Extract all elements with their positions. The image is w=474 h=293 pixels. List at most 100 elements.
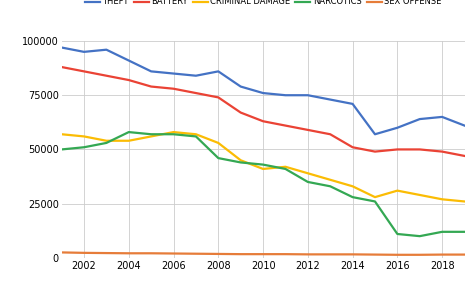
SEX OFFENSE — [193, 252, 199, 255]
THEFT — [417, 117, 423, 121]
CRIMINAL DAMAGE — [148, 135, 154, 138]
NARCOTICS — [193, 135, 199, 138]
SEX OFFENSE — [59, 251, 64, 254]
CRIMINAL DAMAGE — [103, 139, 109, 142]
THEFT — [81, 50, 87, 54]
THEFT — [328, 98, 333, 101]
THEFT — [216, 70, 221, 73]
SEX OFFENSE — [126, 251, 132, 255]
SEX OFFENSE — [394, 253, 400, 257]
BATTERY — [372, 150, 378, 153]
BATTERY — [171, 87, 176, 91]
SEX OFFENSE — [305, 253, 310, 256]
THEFT — [238, 85, 244, 88]
SEX OFFENSE — [350, 253, 356, 256]
CRIMINAL DAMAGE — [59, 132, 64, 136]
CRIMINAL DAMAGE — [193, 132, 199, 136]
THEFT — [462, 124, 467, 127]
SEX OFFENSE — [283, 252, 288, 256]
NARCOTICS — [103, 141, 109, 145]
CRIMINAL DAMAGE — [81, 135, 87, 138]
CRIMINAL DAMAGE — [417, 193, 423, 197]
BATTERY — [305, 128, 310, 132]
SEX OFFENSE — [148, 251, 154, 255]
THEFT — [394, 126, 400, 130]
CRIMINAL DAMAGE — [238, 159, 244, 162]
NARCOTICS — [171, 132, 176, 136]
SEX OFFENSE — [328, 253, 333, 256]
Line: THEFT: THEFT — [62, 47, 465, 134]
NARCOTICS — [148, 132, 154, 136]
BATTERY — [103, 74, 109, 77]
SEX OFFENSE — [216, 252, 221, 256]
BATTERY — [283, 124, 288, 127]
SEX OFFENSE — [260, 252, 266, 256]
SEX OFFENSE — [81, 251, 87, 255]
BATTERY — [394, 148, 400, 151]
NARCOTICS — [394, 232, 400, 236]
BATTERY — [238, 111, 244, 114]
NARCOTICS — [238, 161, 244, 164]
THEFT — [350, 102, 356, 106]
THEFT — [148, 70, 154, 73]
CRIMINAL DAMAGE — [171, 130, 176, 134]
NARCOTICS — [81, 146, 87, 149]
CRIMINAL DAMAGE — [283, 165, 288, 168]
BATTERY — [59, 65, 64, 69]
NARCOTICS — [126, 130, 132, 134]
NARCOTICS — [372, 200, 378, 203]
Line: BATTERY: BATTERY — [62, 67, 465, 156]
BATTERY — [216, 96, 221, 99]
SEX OFFENSE — [417, 253, 423, 257]
NARCOTICS — [216, 156, 221, 160]
BATTERY — [417, 148, 423, 151]
CRIMINAL DAMAGE — [439, 197, 445, 201]
Line: NARCOTICS: NARCOTICS — [62, 132, 465, 236]
THEFT — [126, 59, 132, 62]
NARCOTICS — [260, 163, 266, 166]
THEFT — [283, 93, 288, 97]
NARCOTICS — [59, 148, 64, 151]
THEFT — [305, 93, 310, 97]
CRIMINAL DAMAGE — [126, 139, 132, 142]
NARCOTICS — [305, 180, 310, 184]
BATTERY — [439, 150, 445, 153]
CRIMINAL DAMAGE — [216, 141, 221, 145]
SEX OFFENSE — [238, 252, 244, 256]
CRIMINAL DAMAGE — [462, 200, 467, 203]
NARCOTICS — [328, 185, 333, 188]
THEFT — [439, 115, 445, 119]
THEFT — [372, 132, 378, 136]
BATTERY — [193, 91, 199, 95]
Line: SEX OFFENSE: SEX OFFENSE — [62, 253, 465, 255]
NARCOTICS — [417, 234, 423, 238]
CRIMINAL DAMAGE — [260, 167, 266, 171]
NARCOTICS — [350, 195, 356, 199]
SEX OFFENSE — [372, 253, 378, 256]
NARCOTICS — [283, 167, 288, 171]
THEFT — [103, 48, 109, 52]
THEFT — [171, 72, 176, 75]
CRIMINAL DAMAGE — [394, 189, 400, 193]
Legend: THEFT, BATTERY, CRIMINAL DAMAGE, NARCOTICS, SEX OFFENSE: THEFT, BATTERY, CRIMINAL DAMAGE, NARCOTI… — [85, 0, 441, 6]
BATTERY — [126, 78, 132, 82]
THEFT — [260, 91, 266, 95]
THEFT — [59, 46, 64, 49]
NARCOTICS — [462, 230, 467, 234]
SEX OFFENSE — [439, 253, 445, 256]
CRIMINAL DAMAGE — [372, 195, 378, 199]
BATTERY — [148, 85, 154, 88]
Line: CRIMINAL DAMAGE: CRIMINAL DAMAGE — [62, 132, 465, 202]
SEX OFFENSE — [462, 253, 467, 256]
SEX OFFENSE — [171, 252, 176, 255]
CRIMINAL DAMAGE — [305, 171, 310, 175]
BATTERY — [328, 132, 333, 136]
SEX OFFENSE — [103, 251, 109, 255]
NARCOTICS — [439, 230, 445, 234]
CRIMINAL DAMAGE — [350, 185, 356, 188]
BATTERY — [260, 120, 266, 123]
CRIMINAL DAMAGE — [328, 178, 333, 182]
BATTERY — [462, 154, 467, 158]
BATTERY — [350, 146, 356, 149]
BATTERY — [81, 70, 87, 73]
